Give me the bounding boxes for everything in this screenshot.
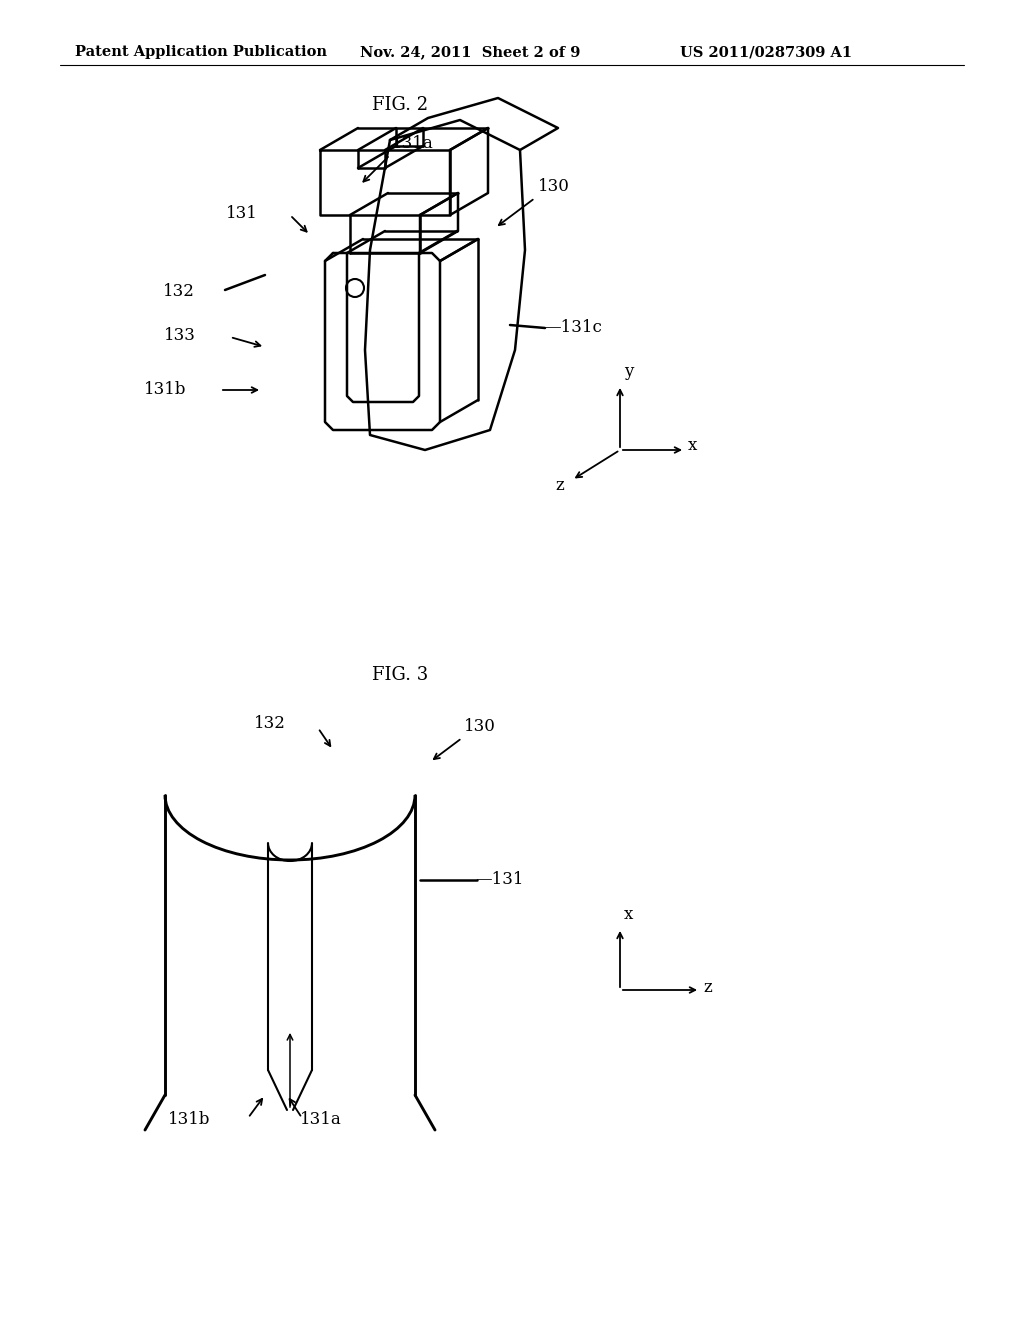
Text: 131b: 131b (143, 381, 186, 399)
Text: 130: 130 (464, 718, 496, 735)
Text: 131b: 131b (168, 1111, 210, 1129)
Text: z: z (703, 978, 712, 995)
Text: Patent Application Publication: Patent Application Publication (75, 45, 327, 59)
Text: 131a: 131a (300, 1111, 342, 1129)
Text: —131: —131 (475, 871, 523, 888)
Text: 132: 132 (163, 284, 195, 301)
Text: 131: 131 (226, 205, 258, 222)
Text: x: x (688, 437, 697, 454)
Text: 132: 132 (254, 715, 286, 733)
Text: FIG. 2: FIG. 2 (372, 96, 428, 114)
Text: 130: 130 (538, 178, 570, 195)
Text: US 2011/0287309 A1: US 2011/0287309 A1 (680, 45, 852, 59)
Text: —131c: —131c (544, 319, 602, 337)
Text: 133: 133 (164, 326, 196, 343)
Text: 131a: 131a (392, 135, 434, 152)
Text: z: z (555, 478, 564, 495)
Text: Nov. 24, 2011  Sheet 2 of 9: Nov. 24, 2011 Sheet 2 of 9 (360, 45, 581, 59)
Text: FIG. 3: FIG. 3 (372, 667, 428, 684)
Text: x: x (624, 906, 634, 923)
Text: y: y (624, 363, 634, 380)
